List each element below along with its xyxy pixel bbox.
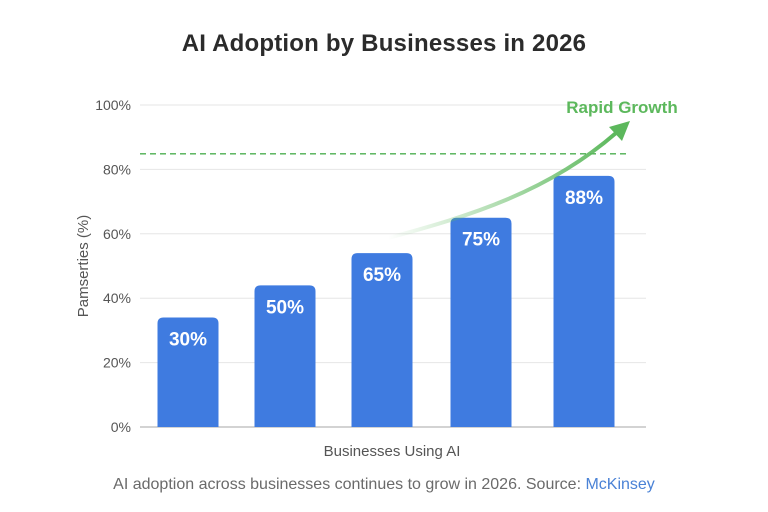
source-link[interactable]: McKinsey: [585, 476, 655, 493]
y-tick-label: 100%: [95, 97, 131, 113]
bar: [254, 285, 316, 427]
caption-text: AI adoption across businesses continues …: [113, 476, 586, 493]
bar: [450, 217, 512, 427]
y-tick-label: 60%: [103, 226, 131, 242]
chart-caption: AI adoption across businesses continues …: [0, 476, 768, 494]
bars: 30% 50% 65% 75% 88%: [157, 175, 615, 427]
y-axis-label: Pamserties (%): [75, 215, 92, 318]
bar: [351, 253, 413, 427]
y-axis-ticks: 0% 20% 40% 60% 80% 100%: [95, 97, 131, 435]
bar-chart: 0% 20% 40% 60% 80% 100% 30% 50% 65% 75% 88% Rapid…: [75, 97, 678, 460]
bar: [157, 317, 219, 427]
growth-annotation: Rapid Growth: [566, 98, 677, 117]
y-tick-label: 40%: [103, 290, 131, 306]
bar-value-label: 50%: [266, 297, 304, 318]
x-axis-label: Businesses Using AI: [324, 443, 461, 460]
chart-title: AI Adoption by Businesses in 2026: [181, 30, 587, 57]
y-tick-label: 0%: [111, 419, 131, 435]
bar-value-label: 30%: [169, 330, 207, 351]
bar-value-label: 65%: [363, 265, 401, 286]
y-tick-label: 80%: [103, 161, 131, 177]
growth-arrowhead: [609, 121, 630, 141]
growth-arrow: [386, 131, 618, 240]
bar-value-label: 88%: [565, 188, 603, 209]
y-tick-label: 20%: [103, 355, 131, 371]
bar: [553, 175, 615, 427]
bar-value-label: 75%: [462, 230, 500, 251]
